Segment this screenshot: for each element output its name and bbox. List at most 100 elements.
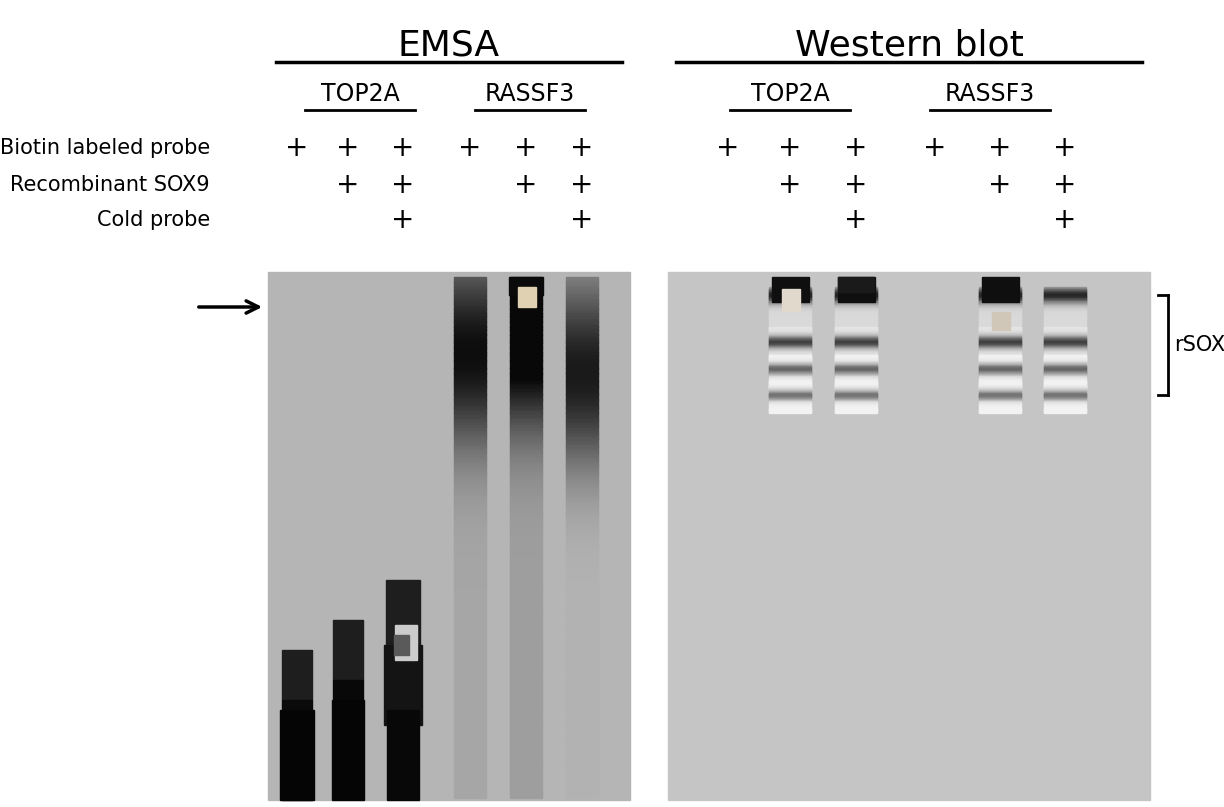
- Bar: [565, 425, 599, 429]
- Bar: [510, 347, 542, 350]
- Bar: [835, 355, 878, 356]
- Bar: [1044, 297, 1086, 298]
- Bar: [979, 326, 1021, 327]
- Bar: [1044, 408, 1086, 410]
- Bar: [565, 652, 599, 655]
- Bar: [510, 387, 542, 390]
- Bar: [835, 364, 878, 366]
- Bar: [454, 472, 486, 475]
- Bar: [835, 408, 878, 410]
- Bar: [979, 387, 1021, 389]
- Bar: [565, 420, 599, 423]
- Bar: [835, 385, 878, 386]
- Bar: [979, 297, 1021, 298]
- Bar: [565, 516, 599, 520]
- Bar: [454, 493, 486, 496]
- Bar: [979, 377, 1021, 378]
- Bar: [769, 295, 812, 296]
- Bar: [510, 433, 542, 437]
- Bar: [454, 743, 486, 746]
- Bar: [565, 488, 599, 491]
- Bar: [565, 618, 599, 621]
- Bar: [979, 387, 1021, 388]
- Bar: [979, 291, 1021, 293]
- Bar: [454, 321, 486, 324]
- Bar: [454, 353, 486, 356]
- Bar: [510, 504, 542, 507]
- Bar: [510, 408, 542, 410]
- Bar: [565, 727, 599, 730]
- Bar: [454, 561, 486, 564]
- Bar: [769, 299, 812, 300]
- Bar: [565, 688, 599, 692]
- Bar: [1044, 344, 1086, 345]
- Bar: [769, 361, 812, 362]
- Bar: [979, 320, 1021, 322]
- Bar: [565, 298, 599, 301]
- Bar: [454, 652, 486, 655]
- Bar: [1044, 295, 1086, 296]
- Bar: [510, 462, 542, 465]
- Bar: [1044, 386, 1086, 387]
- Bar: [510, 613, 542, 616]
- Bar: [565, 366, 599, 369]
- Bar: [565, 306, 599, 309]
- Bar: [565, 295, 599, 299]
- Bar: [835, 389, 878, 391]
- Bar: [1044, 406, 1086, 408]
- Bar: [1044, 358, 1086, 359]
- Bar: [565, 738, 599, 741]
- Bar: [510, 548, 542, 551]
- Bar: [510, 516, 542, 520]
- Bar: [769, 300, 812, 301]
- Bar: [1044, 349, 1086, 350]
- Bar: [510, 366, 542, 369]
- Bar: [835, 289, 878, 291]
- Bar: [510, 642, 542, 645]
- Bar: [510, 488, 542, 491]
- Bar: [1044, 408, 1086, 409]
- Bar: [454, 391, 486, 395]
- Bar: [835, 332, 878, 334]
- Bar: [835, 292, 878, 294]
- Bar: [835, 362, 878, 364]
- Bar: [979, 322, 1021, 324]
- Bar: [1044, 341, 1086, 342]
- Bar: [565, 508, 599, 512]
- Bar: [769, 356, 812, 358]
- Bar: [979, 310, 1021, 312]
- Bar: [565, 782, 599, 785]
- Bar: [769, 355, 812, 356]
- Text: +: +: [392, 171, 415, 199]
- Bar: [510, 313, 542, 316]
- Bar: [769, 369, 812, 370]
- Bar: [769, 332, 812, 333]
- Bar: [835, 368, 878, 370]
- Bar: [280, 710, 315, 800]
- Bar: [454, 646, 486, 650]
- Bar: [454, 287, 486, 291]
- Bar: [835, 360, 878, 362]
- Bar: [1044, 346, 1086, 348]
- Bar: [393, 635, 409, 655]
- Bar: [1044, 365, 1086, 366]
- Bar: [565, 282, 599, 286]
- Bar: [510, 663, 542, 665]
- Bar: [565, 303, 599, 306]
- Bar: [510, 629, 542, 632]
- Bar: [769, 307, 812, 308]
- Bar: [769, 305, 812, 307]
- Bar: [454, 780, 486, 783]
- Bar: [769, 352, 812, 353]
- Text: +: +: [337, 171, 360, 199]
- Bar: [979, 370, 1021, 372]
- Bar: [454, 720, 486, 722]
- Bar: [565, 722, 599, 725]
- Bar: [979, 391, 1021, 393]
- Bar: [510, 722, 542, 725]
- Bar: [835, 370, 878, 371]
- Bar: [835, 331, 878, 332]
- Bar: [835, 380, 878, 382]
- Bar: [1044, 378, 1086, 379]
- Bar: [510, 675, 542, 679]
